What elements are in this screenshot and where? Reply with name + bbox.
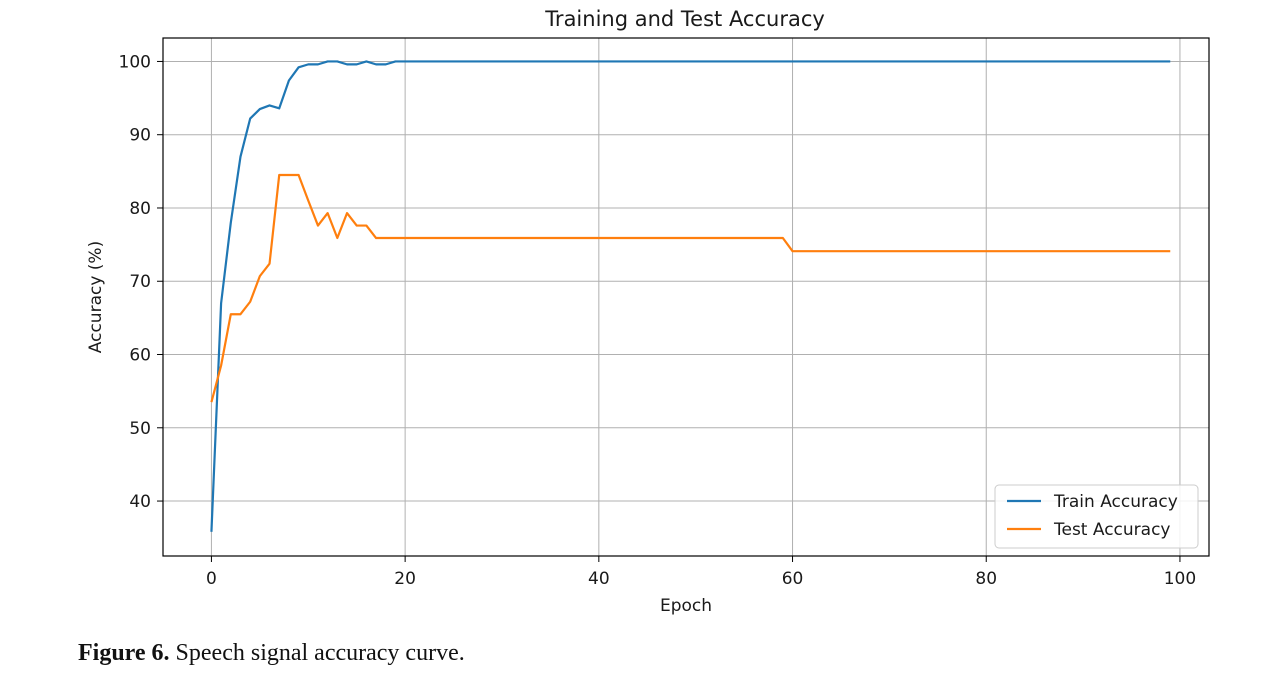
- legend-label-test: Test Accuracy: [1053, 520, 1171, 540]
- y-tick-label: 60: [129, 346, 151, 366]
- y-axis-label: Accuracy (%): [86, 241, 106, 353]
- x-tick-label: 40: [588, 569, 610, 589]
- plot-frame: [162, 37, 1210, 557]
- tick-layer: 0 20 40 60 80 100 40 50 60 70 80 90 100: [119, 52, 1197, 589]
- legend-box: [994, 484, 1199, 549]
- x-tick-label: 100: [1164, 569, 1196, 589]
- figure-caption-label: Figure 6.: [78, 640, 170, 666]
- chart-title: Training and Test Accuracy: [544, 7, 825, 31]
- series-line-train: [210, 60, 1171, 532]
- x-tick-label: 0: [206, 569, 217, 589]
- x-tick-label: 80: [975, 569, 997, 589]
- series-layer: [210, 60, 1171, 532]
- y-tick-label: 90: [129, 126, 151, 146]
- grid-layer: [163, 38, 1209, 556]
- legend: Train Accuracy Test Accuracy: [994, 484, 1199, 549]
- y-tick-label: 40: [129, 492, 151, 512]
- y-tick-label: 80: [129, 199, 151, 219]
- y-tick-label: 50: [129, 419, 151, 439]
- series-line-test: [210, 173, 1171, 403]
- x-axis-label: Epoch: [660, 596, 712, 616]
- x-tick-label: 60: [782, 569, 804, 589]
- legend-label-train: Train Accuracy: [1053, 492, 1178, 512]
- y-tick-label: 70: [129, 272, 151, 292]
- x-tick-label: 20: [394, 569, 416, 589]
- accuracy-chart: Training and Test Accuracy 0 20 40 60 80 100 4…: [86, 7, 1210, 616]
- figure-caption-text: Speech signal accuracy curve.: [169, 640, 465, 666]
- y-tick-label: 100: [119, 52, 151, 72]
- figure-caption: Figure 6. Speech signal accuracy curve.: [78, 640, 465, 667]
